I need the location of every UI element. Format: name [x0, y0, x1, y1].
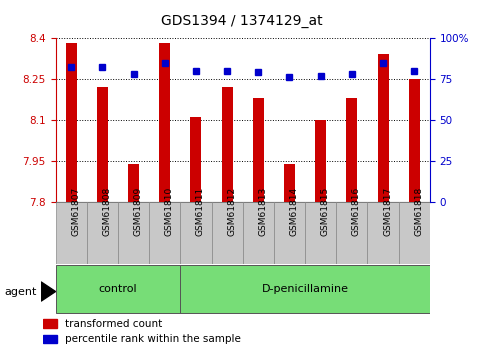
Text: GSM61817: GSM61817	[383, 187, 392, 236]
Text: GDS1394 / 1374129_at: GDS1394 / 1374129_at	[161, 14, 322, 28]
Bar	[43, 335, 57, 344]
Text: GSM61810: GSM61810	[165, 187, 174, 236]
Bar	[409, 79, 420, 202]
FancyBboxPatch shape	[87, 202, 118, 264]
Bar	[222, 87, 233, 202]
Bar	[315, 120, 326, 202]
FancyBboxPatch shape	[56, 265, 180, 313]
FancyBboxPatch shape	[180, 265, 430, 313]
FancyBboxPatch shape	[212, 202, 242, 264]
Bar	[97, 87, 108, 202]
Bar	[284, 164, 295, 202]
FancyBboxPatch shape	[149, 202, 180, 264]
Text: GSM61814: GSM61814	[289, 187, 298, 236]
Text: GSM61809: GSM61809	[133, 187, 142, 236]
Bar	[159, 43, 170, 202]
Text: GSM61812: GSM61812	[227, 187, 236, 236]
Bar	[43, 319, 57, 328]
FancyBboxPatch shape	[180, 202, 212, 264]
FancyBboxPatch shape	[336, 202, 368, 264]
Text: control: control	[99, 284, 137, 294]
FancyBboxPatch shape	[305, 202, 336, 264]
Bar	[253, 98, 264, 202]
FancyBboxPatch shape	[56, 202, 87, 264]
FancyBboxPatch shape	[274, 202, 305, 264]
Text: GSM61811: GSM61811	[196, 187, 205, 236]
Text: GSM61815: GSM61815	[321, 187, 330, 236]
Text: GSM61818: GSM61818	[414, 187, 423, 236]
Text: GSM61813: GSM61813	[258, 187, 267, 236]
FancyBboxPatch shape	[118, 202, 149, 264]
Bar	[66, 43, 77, 202]
FancyBboxPatch shape	[368, 202, 398, 264]
Text: percentile rank within the sample: percentile rank within the sample	[65, 334, 241, 344]
Text: agent: agent	[5, 287, 37, 296]
FancyBboxPatch shape	[242, 202, 274, 264]
FancyBboxPatch shape	[398, 202, 430, 264]
Polygon shape	[41, 282, 56, 301]
Text: GSM61816: GSM61816	[352, 187, 361, 236]
Bar	[378, 55, 388, 202]
Text: transformed count: transformed count	[65, 318, 162, 328]
Text: GSM61808: GSM61808	[102, 187, 112, 236]
Text: GSM61807: GSM61807	[71, 187, 80, 236]
Text: D-penicillamine: D-penicillamine	[262, 284, 349, 294]
Bar	[190, 117, 201, 202]
Bar	[346, 98, 357, 202]
Bar	[128, 164, 139, 202]
